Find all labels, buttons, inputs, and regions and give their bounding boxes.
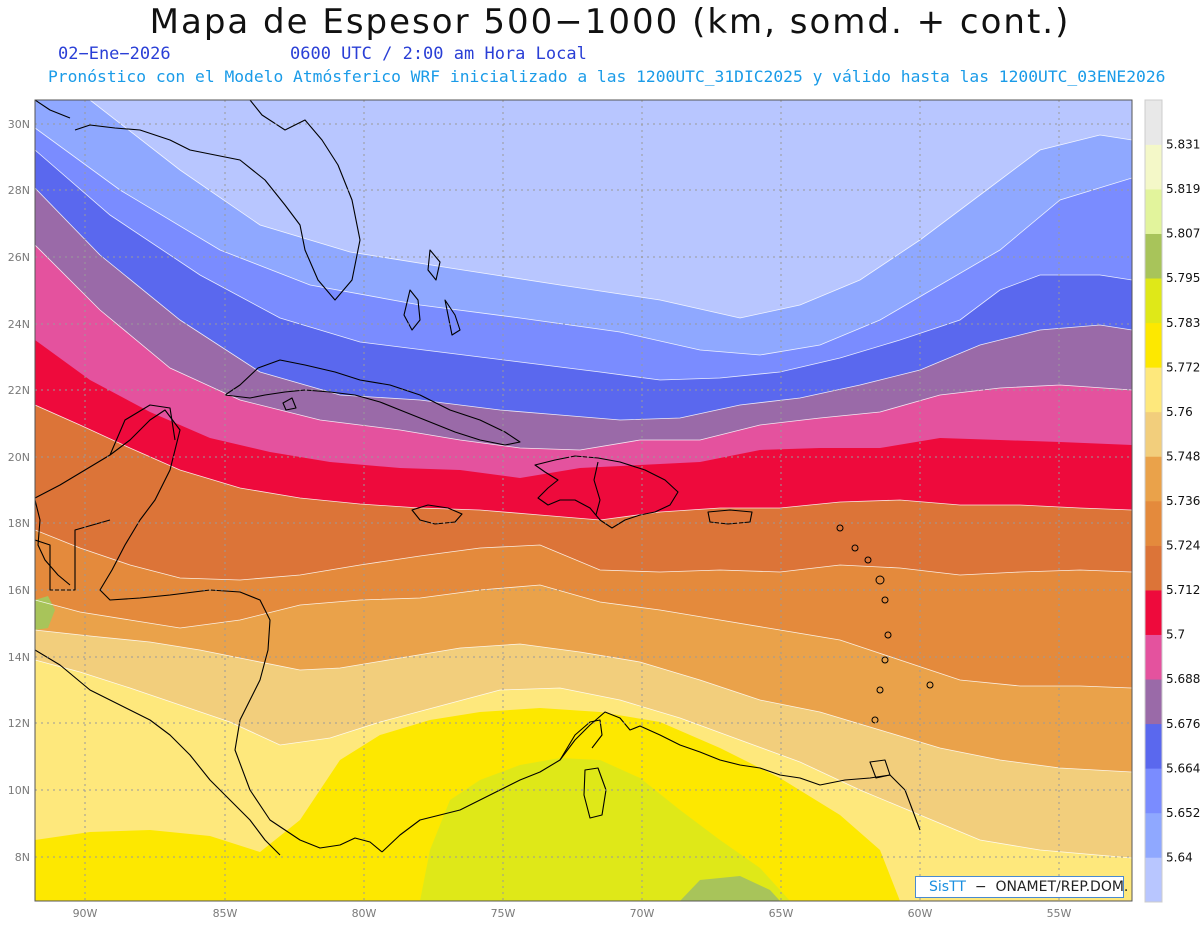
colorbar-frame [1144,99,1163,903]
colorbar-label: 5.795 [1166,271,1200,285]
lat-tick: 28N [8,184,30,197]
colorbar-label: 5.807 [1166,227,1200,241]
lake-maracaibo [583,767,607,819]
colorbar-label: 5.664 [1166,761,1200,775]
hispaniola [534,455,679,529]
yucatan [109,404,176,456]
lat-tick: 22N [8,384,30,397]
lat-axis: 30N 28N 26N 24N 22N 20N 18N 16N 14N 12N … [8,118,30,864]
lat-tick: 10N [8,784,30,797]
band-5-795 [420,758,790,901]
sispi-logo: SisTT [929,879,966,895]
colorbar-swatch [1145,144,1162,190]
colorbar-swatch [1145,100,1162,145]
lat-tick: 20N [8,451,30,464]
colorbar-label: 5.652 [1166,806,1200,820]
lon-tick: 90W [73,907,98,920]
bahamas-eleuthera [444,299,461,336]
guajira [559,719,603,761]
colorbar-label: 5.676 [1166,717,1200,731]
forecast-time: 0600 UTC / 2:00 am Hora Local [290,44,587,64]
colorbar-label: 5.819 [1166,182,1200,196]
credit-text: ONAMET/REP.DOM. [995,879,1129,895]
colorbar-label: 5.783 [1166,316,1200,330]
model-description: Pronóstico con el Modelo Atmósferico WRF… [48,67,1166,86]
isla-juventud [282,397,297,411]
colorbar-swatch [1145,723,1162,769]
map-title: Mapa de Espesor 500−1000 (km, somd. + co… [149,2,1071,42]
colorbar-label: 5.688 [1166,672,1200,686]
trinidad [869,759,891,779]
colorbar-label: 5.724 [1166,539,1200,553]
lon-tick: 80W [352,907,377,920]
bahamas-andros [403,289,421,331]
lat-tick: 26N [8,251,30,264]
credit-box: SisTT − ONAMET/REP.DOM. [915,876,1128,898]
colorbar-label: 5.831 [1166,138,1200,152]
colorbar-swatch [1145,590,1162,635]
cuba [224,359,521,446]
colorbar-swatch [1145,812,1162,858]
forecast-date: 02−Ene−2026 [58,44,171,64]
colorbar-label: 5.64 [1166,850,1193,864]
thickness-field [35,100,1132,901]
jamaica [411,504,463,525]
lon-tick: 75W [491,907,516,920]
band-5-807-west [35,596,55,630]
lon-tick: 65W [769,907,794,920]
colorbar-label: 5.712 [1166,583,1200,597]
colorbar-label: 5.7 [1166,628,1185,642]
mexico-gulf-coast [35,499,71,586]
florida-coast [74,100,361,301]
colorbar-swatch [1145,857,1162,903]
gulf-coast-north [35,100,71,119]
lat-tick: 30N [8,118,30,131]
colorbar-swatch [1145,456,1162,502]
colorbar-swatch [1145,278,1162,324]
bahamas-abaco [427,249,441,281]
colorbar-swatch [1145,634,1162,680]
colorbar-swatch [1145,768,1162,814]
contour-lines [35,100,1132,859]
lat-tick: 18N [8,517,30,530]
lat-tick: 12N [8,717,30,730]
colorbar-label: 5.736 [1166,494,1200,508]
colorbar-swatch [1145,501,1162,546]
lon-tick: 85W [213,907,238,920]
central-america-coast [35,409,383,853]
colorbar-label: 5.772 [1166,360,1200,374]
colorbar-swatch [1145,233,1162,279]
haiti-dr-border [593,461,601,516]
coastlines [35,100,921,856]
colorbar-swatch [1145,322,1162,368]
lon-tick: 70W [630,907,655,920]
lat-tick: 8N [15,851,30,864]
lat-tick: 24N [8,318,30,331]
belize-border [35,519,111,591]
south-america-coast [381,711,921,853]
colorbar-swatch [1145,367,1162,413]
lesser-antilles [836,524,934,724]
puerto-rico [707,509,753,525]
credit-dash: − [970,879,992,895]
colorbar-swatch [1145,189,1162,234]
central-america-pacific [35,649,281,856]
lon-tick: 60W [908,907,933,920]
lat-tick: 16N [8,584,30,597]
colorbar-swatch [1145,545,1162,591]
plot-frame [34,99,1133,902]
lon-tick: 55W [1047,907,1072,920]
colorbar-label: 5.76 [1166,405,1193,419]
colorbar-swatch [1145,679,1162,725]
colorbar-label: 5.748 [1166,449,1200,463]
lat-tick: 14N [8,651,30,664]
band-5-807 [680,876,780,901]
colorbar: 5.64 5.652 5.664 5.676 5.688 5.7 5.712 5.724 5.7… [1144,99,1200,903]
colorbar-swatch [1145,411,1162,457]
lon-axis: 90W 85W 80W 75W 70W 65W 60W 55W [73,907,1072,920]
lat-lon-gridlines [35,100,1132,901]
